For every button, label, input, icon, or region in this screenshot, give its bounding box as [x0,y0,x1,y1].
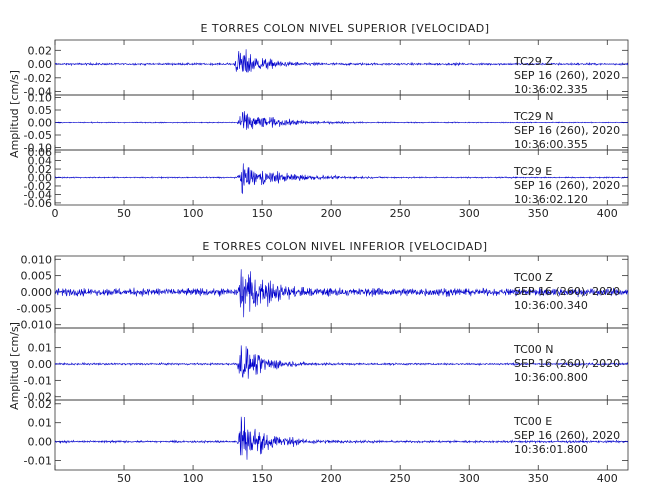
y-tick-label: -0.04 [24,188,52,201]
waveform-series [55,269,628,318]
y-tick-label: 0.000 [21,286,53,299]
station-component-label: TC00 N [513,343,553,356]
x-tick-label: 350 [528,207,549,220]
y-tick-label: 0.00 [28,58,53,71]
record-time-label: 10:36:02.335 [514,83,588,96]
record-date-label: SEP 16 (260), 2020 [514,285,620,298]
lower-y-axis-label: Amplitud [cm/s] [8,322,21,410]
lower-figure-title: E TORRES COLON NIVEL INFERIOR [VELOCIDAD… [202,240,487,253]
record-time-label: 10:36:01.800 [514,443,588,456]
y-tick-label: 0.02 [28,163,53,176]
waveform-series [55,163,628,195]
x-tick-label: 50 [117,472,131,485]
record-time-label: 10:36:00.800 [514,371,588,384]
x-tick-label: 300 [459,472,480,485]
x-tick-label: 250 [390,472,411,485]
station-component-label: TC29 Z [513,55,553,68]
upper-y-axis-label: Amplitud [cm/s] [8,70,21,158]
x-tick-label: 250 [390,207,411,220]
y-tick-label: 0.00 [28,436,53,449]
record-date-label: SEP 16 (260), 2020 [514,429,620,442]
record-date-label: SEP 16 (260), 2020 [514,69,620,82]
x-tick-label: 350 [528,472,549,485]
waveform-series [55,49,628,73]
y-tick-label: -0.06 [24,197,52,210]
station-component-label: TC29 N [513,110,553,123]
y-tick-label: 0.00 [28,358,53,371]
station-component-label: TC00 E [513,415,552,428]
record-date-label: SEP 16 (260), 2020 [514,124,620,137]
record-date-label: SEP 16 (260), 2020 [514,179,620,192]
y-tick-label: -0.02 [24,180,52,193]
y-tick-label: 0.05 [28,104,53,117]
x-tick-label: 150 [252,207,273,220]
y-tick-label: -0.005 [17,302,52,315]
waveform-series [55,345,628,379]
y-tick-label: -0.04 [24,86,52,99]
record-time-label: 10:36:00.355 [514,138,588,151]
record-time-label: 10:36:02.120 [514,193,588,206]
waveform-series [55,111,628,130]
trace-panel: 0.060.040.020.00-0.02-0.04-0.06 TC29 ESEP… [24,146,629,210]
y-tick-label: 0.04 [28,155,53,168]
waveform-series [55,416,628,460]
x-tick-label: 400 [597,472,618,485]
x-tick-label: 100 [183,207,204,220]
y-tick-label: -0.02 [24,391,52,404]
station-component-label: TC00 Z [513,271,553,284]
x-tick-label: 50 [117,207,131,220]
x-tick-label: 300 [459,207,480,220]
upper-figure-title: E TORRES COLON NIVEL SUPERIOR [VELOCIDAD… [200,22,489,35]
x-tick-label: 200 [321,207,342,220]
y-tick-label: 0.01 [28,417,53,430]
panel-frame [54,399,629,471]
y-tick-label: 0.005 [21,270,53,283]
y-tick-label: 0.02 [28,44,53,57]
y-tick-label: 0.010 [21,253,53,266]
y-tick-label: 0.10 [28,92,53,105]
y-tick-label: 0.00 [28,117,53,130]
upper-level-figure: E TORRES COLON NIVEL SUPERIOR [VELOCIDAD… [8,22,629,220]
record-time-label: 10:36:00.340 [514,299,588,312]
y-tick-label: -0.05 [24,129,52,142]
y-tick-label: -0.10 [24,142,52,155]
x-tick-label: 400 [597,207,618,220]
y-tick-label: 0.01 [28,342,53,355]
record-date-label: SEP 16 (260), 2020 [514,357,620,370]
x-tick-label: 0 [52,207,59,220]
x-tick-label: 100 [183,472,204,485]
y-tick-label: 0.06 [28,146,53,159]
y-tick-label: -0.01 [24,374,52,387]
y-tick-label: -0.01 [24,455,52,468]
lower-level-figure: E TORRES COLON NIVEL INFERIOR [VELOCIDAD… [8,240,629,485]
station-component-label: TC29 E [513,165,552,178]
y-tick-label: -0.010 [17,319,52,332]
x-tick-label: 150 [252,472,273,485]
x-tick-label: 200 [321,472,342,485]
y-tick-label: -0.02 [24,72,52,85]
y-tick-label: 0.00 [28,172,53,185]
y-tick-label: 0.02 [28,398,53,411]
